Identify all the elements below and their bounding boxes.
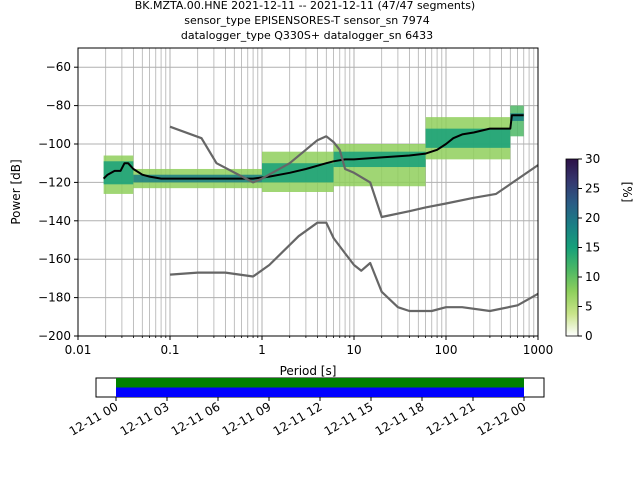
chart-title: BK.MZTA.00.HNE 2021-12-11 -- 2021-12-11 … (135, 0, 475, 42)
title-line-2: sensor_type EPISENSORES-T sensor_sn 7974 (184, 14, 430, 27)
colorbar-tick-label: 0 (585, 329, 593, 343)
title-line-1: BK.MZTA.00.HNE 2021-12-11 -- 2021-12-11 … (135, 0, 475, 12)
colorbar: 0 5 10 15 20 25 30 (565, 152, 600, 343)
colorbar-label: [%] (620, 182, 634, 203)
x-tick-label: 1 (258, 343, 266, 357)
y-tick-label: −60 (46, 60, 71, 74)
x-tick-label: 100 (435, 343, 458, 357)
y-tick-label: −100 (38, 137, 71, 151)
timeline-tick-label: 12-11 00 (67, 399, 121, 438)
x-tick-label: 0.01 (65, 343, 92, 357)
x-axis-label: Period [s] (280, 364, 337, 378)
y-tick-label: −80 (46, 99, 71, 113)
psd-density-band (425, 128, 511, 148)
noise-model-lower-line (169, 221, 539, 313)
psd-mean-line (102, 114, 524, 180)
timeline-tick-label: 12-12 00 (475, 399, 529, 438)
colorbar-tick-label: 5 (585, 300, 593, 314)
plot-frame (77, 47, 539, 337)
y-axis: −200 −180 −160 −140 −120 −100 −80 −60 (38, 60, 78, 343)
timeline-tick-label: 12-11 18 (373, 399, 427, 438)
colorbar-tick-label: 20 (585, 211, 600, 225)
colorbar-tick-label: 10 (585, 270, 600, 284)
timeline-tick-label: 12-11 15 (322, 399, 376, 438)
timeline-tick-label: 12-11 21 (424, 399, 478, 438)
plot-area (77, 48, 539, 337)
coverage-bar (116, 387, 524, 397)
y-tick-label: −200 (38, 329, 71, 343)
colorbar-tick-label: 25 (585, 182, 600, 196)
y-tick-label: −140 (38, 214, 71, 228)
y-tick-label: −180 (38, 291, 71, 305)
x-axis: 0.01 0.1 1 10 100 1000 (65, 336, 554, 357)
x-tick-label: 1000 (523, 343, 554, 357)
colorbar-tick-label: 15 (585, 241, 600, 255)
y-axis-label: Power [dB] (9, 159, 23, 224)
coverage-bar (116, 378, 524, 388)
title-line-3: datalogger_type Q330S+ datalogger_sn 643… (181, 29, 433, 42)
y-tick-label: −120 (38, 175, 71, 189)
noise-model-upper-line (169, 125, 539, 219)
x-tick-label: 10 (346, 343, 361, 357)
timeline-tick-label: 12-11 06 (169, 399, 223, 438)
psd-density-band (103, 161, 134, 185)
timeline-tick-label: 12-11 09 (220, 399, 274, 438)
psd-density-band (510, 113, 524, 121)
timeline-tick-label: 12-11 12 (271, 399, 325, 438)
timeline-tick-label: 12-11 03 (118, 399, 172, 438)
y-tick-label: −160 (38, 252, 71, 266)
colorbar-gradient (565, 158, 579, 337)
colorbar-tick-label: 30 (585, 152, 600, 166)
x-tick-label: 0.1 (160, 343, 179, 357)
